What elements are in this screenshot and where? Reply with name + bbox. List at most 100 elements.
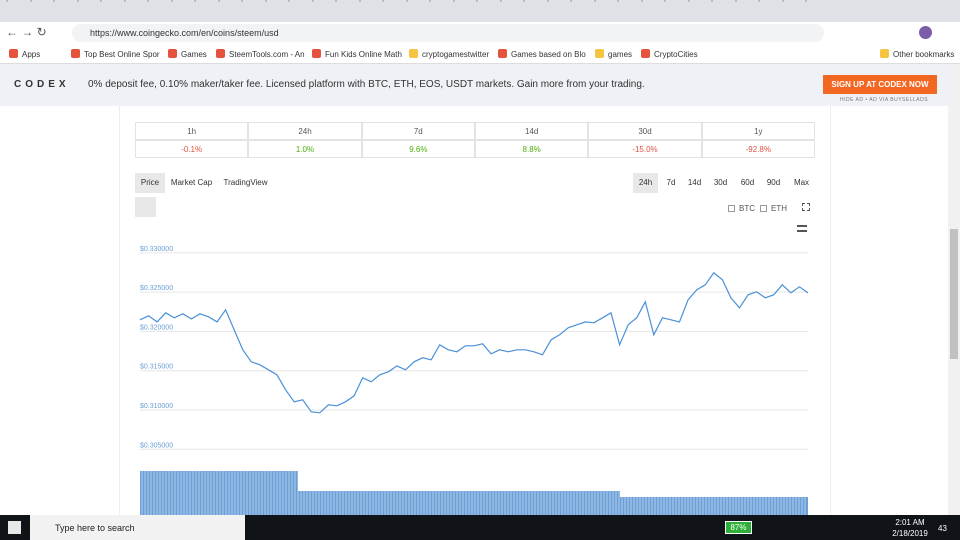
range-button[interactable]: Max [793,178,810,187]
volume-bars [620,497,808,515]
profile[interactable] [919,26,932,39]
tab[interactable] [170,0,173,2]
tab[interactable] [640,0,643,2]
tab[interactable] [76,0,79,2]
bookmark-icon [168,49,177,58]
tab[interactable] [476,0,478,2]
y-tick-label: $0.330000 [140,246,173,253]
tab[interactable] [711,0,713,2]
range-button[interactable]: 90d [766,178,781,187]
ad-note[interactable]: HIDE AD • AD VIA BUYSELLADS [840,97,929,103]
bookmark[interactable]: cryptogamestwitter [422,50,490,59]
tab[interactable] [100,0,102,2]
expand-icon[interactable] [802,203,810,211]
bookmark[interactable]: Top Best Online Spor [84,50,160,59]
tab[interactable] [429,0,431,2]
tab[interactable] [264,0,267,2]
tab[interactable] [452,0,455,2]
compare-label: ETH [771,204,787,213]
bookmark[interactable]: Other bookmarks [893,50,955,59]
clock-time[interactable]: 2:01 AM [895,518,925,527]
omnibox[interactable] [72,24,824,42]
tab[interactable] [288,0,290,2]
tab[interactable] [217,0,220,2]
compare-checkbox[interactable] [760,205,767,212]
range-button[interactable]: 7d [666,178,676,187]
tab[interactable] [617,0,619,2]
tab[interactable] [593,0,596,2]
ad-brand: CODEX [14,79,70,90]
tab[interactable] [311,0,314,2]
tab[interactable] [570,0,572,2]
ad-button[interactable]: SIGN UP AT CODEX NOW [823,75,937,94]
period-header: 24h [248,122,362,140]
scroll-thumb[interactable] [950,229,958,359]
clock-date[interactable]: 2/18/2019 [892,529,928,538]
bookmark[interactable]: Fun Kids Online Math [325,50,402,59]
bookmark[interactable]: SteemTools.com - An [229,50,305,59]
search-placeholder: Type here to search [55,523,135,533]
volume-separators [141,470,806,515]
period-change: -0.1% [135,140,249,158]
battery[interactable]: 87% [725,521,752,534]
volume-bars [140,471,298,515]
bookmark[interactable]: Apps [22,50,41,59]
chart-tab[interactable]: Market Cap [170,178,213,187]
scrollbar[interactable] [948,64,960,515]
bookmark-icon [9,49,18,58]
tab[interactable] [53,0,55,2]
bookmark[interactable]: Games based on Blo [511,50,586,59]
tab[interactable] [499,0,502,2]
ad-banner: CODEX 0% deposit fee, 0.10% maker/taker … [0,64,948,106]
period-change: -15.0% [588,140,702,158]
tab[interactable] [758,0,760,2]
tab[interactable] [405,0,408,2]
tab[interactable] [123,0,126,2]
period-header: 1h [135,122,249,140]
compare-label: BTC [739,204,755,213]
notifications[interactable]: 43 [938,524,947,533]
chart-style-button[interactable] [135,197,156,217]
tab[interactable] [664,0,666,2]
chart-tab[interactable]: TradingView [223,178,268,187]
bookmark-icon [409,49,418,58]
chart-tab[interactable]: Price [135,173,165,193]
bookmark-icon [641,49,650,58]
tab[interactable] [335,0,337,2]
start-button[interactable] [8,521,21,534]
tab[interactable] [358,0,361,2]
tab[interactable] [29,0,32,2]
y-tick-label: $0.325000 [140,285,173,292]
range-button[interactable]: 60d [740,178,755,187]
y-tick-label: $0.320000 [140,324,173,331]
tab[interactable] [805,0,807,2]
bookmark[interactable]: Games [181,50,207,59]
period-header: 1y [701,122,815,140]
bookmark-icon [595,49,604,58]
nav-buttons[interactable]: ← → ↻ [6,25,47,39]
compare-checkbox[interactable] [728,205,735,212]
range-button[interactable]: 30d [713,178,728,187]
tab[interactable] [781,0,784,2]
menu-icon[interactable] [797,225,807,232]
period-change: 9.6% [361,140,475,158]
bookmark[interactable]: CryptoCities [654,50,698,59]
range-button[interactable]: 24h [633,173,658,193]
tab[interactable] [382,0,384,2]
tab[interactable] [6,0,8,2]
tab[interactable] [523,0,525,2]
y-tick-label: $0.310000 [140,403,173,410]
bookmark[interactable]: games [608,50,633,59]
range-button[interactable]: 14d [687,178,702,187]
price-line [139,271,809,414]
bookmark-icon [880,49,889,58]
bookmark-icon [216,49,225,58]
tab[interactable] [734,0,737,2]
tab[interactable] [687,0,690,2]
tab[interactable] [194,0,196,2]
search-box[interactable] [30,515,245,540]
tab[interactable] [546,0,549,2]
tab[interactable] [147,0,149,2]
tab[interactable] [241,0,243,2]
